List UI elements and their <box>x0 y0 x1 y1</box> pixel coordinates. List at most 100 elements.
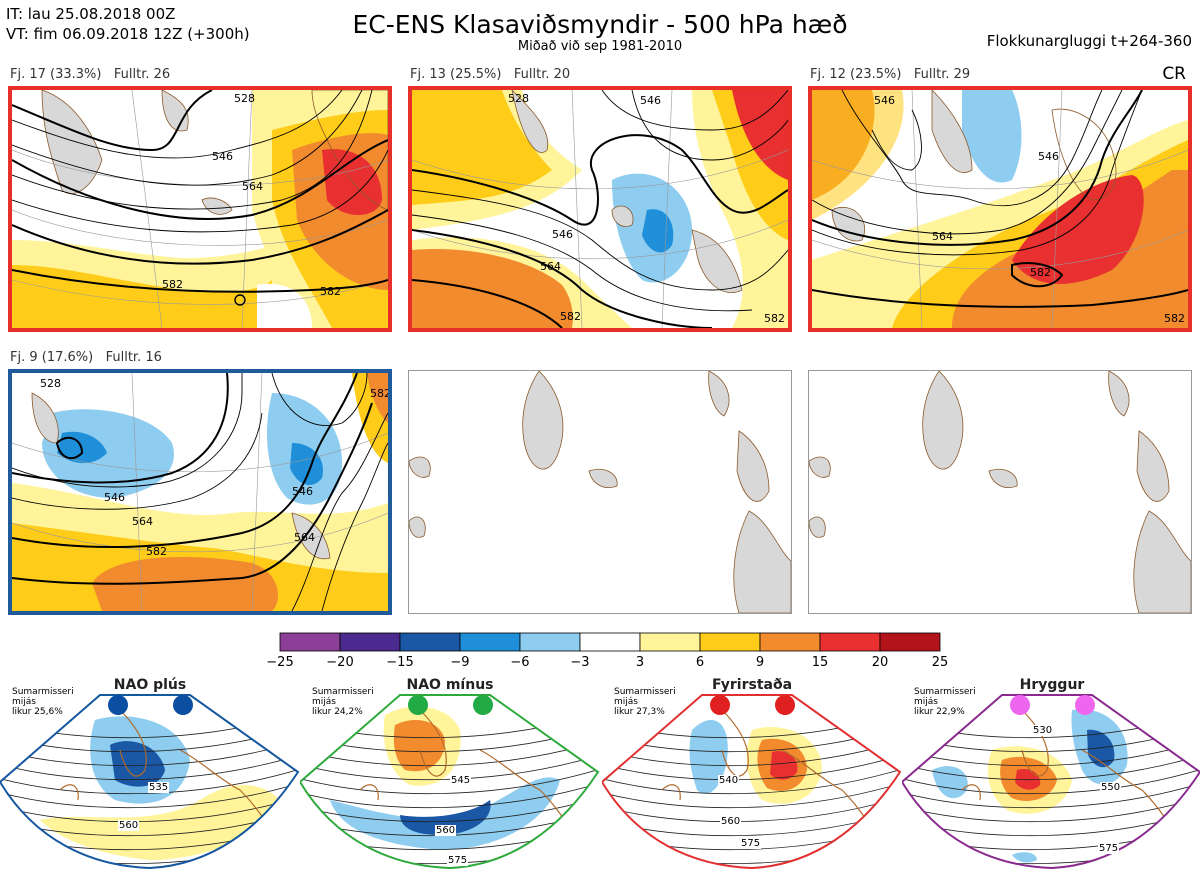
contour-label: 564 <box>294 531 315 544</box>
colorbar-tick-label: 9 <box>755 655 765 670</box>
colorbar-swatch <box>399 632 461 652</box>
contour-label: 550 <box>1100 782 1122 793</box>
regime-map <box>902 694 1200 870</box>
contour-label: 582 <box>320 285 341 298</box>
cluster-map-1: 528 546 564 582 582 <box>8 86 392 332</box>
colorbar-swatch <box>699 632 761 652</box>
panel-1-label: Fj. 17 (33.3%) Fulltr. 26 <box>10 67 171 82</box>
colorbar-tick-label: −3 <box>570 655 590 670</box>
contour-label: 546 <box>874 94 895 107</box>
contour-label: 575 <box>740 838 762 849</box>
height-contour <box>0 793 298 823</box>
contour-label: 560 <box>435 825 457 836</box>
regime-info-line: likur 27,3% <box>614 707 665 717</box>
header-times: IT: lau 25.08.2018 00Z VT: fim 06.09.201… <box>6 4 250 44</box>
regime-name: Fyrirstaða <box>711 677 793 693</box>
panel-2-label: Fj. 13 (25.5%) Fulltr. 20 <box>410 67 571 82</box>
regime-name: NAO plús <box>113 677 187 693</box>
colorbar-swatch <box>339 632 401 652</box>
contour-label: 560 <box>118 820 140 831</box>
colorbar-tick-label: −9 <box>450 655 470 670</box>
regime-map <box>0 694 300 870</box>
contour-label: 546 <box>552 228 573 241</box>
contour-label: 564 <box>242 180 263 193</box>
colorbar-swatch <box>759 632 821 652</box>
regime-panel: NAO plús Sumarmisseri mijás likur 25,6% 535 5… <box>0 677 300 871</box>
anomaly-shading <box>40 785 280 860</box>
height-contour <box>902 793 1200 823</box>
regime-info-line: likur 22,9% <box>914 707 965 717</box>
regime-marker-dot <box>1010 695 1030 715</box>
regime-panel: Fyrirstaða Sumarmisseri mijás likur 27,3% 54… <box>602 677 902 871</box>
cluster-map-3-plot <box>812 90 1188 328</box>
regime-frame <box>0 694 300 870</box>
panel-4-label: Fj. 9 (17.6%) Fulltr. 16 <box>10 350 162 365</box>
regime-name: Hryggur <box>1019 677 1085 693</box>
regime-info-line: Sumarmisseri <box>12 687 74 697</box>
regime-info: Sumarmisseri mijás likur 25,6% <box>12 687 74 717</box>
cr-label: CR <box>1162 64 1186 84</box>
classification-window: Flokkunargluggi t+264-360 <box>986 32 1192 50</box>
regime-info: Sumarmisseri mijás likur 22,9% <box>914 687 976 717</box>
contour-label: 546 <box>292 485 313 498</box>
contour-label: 582 <box>560 310 581 323</box>
page-subtitle: Miðað við sep 1981-2010 <box>517 39 683 54</box>
colorbar-tick-label: 15 <box>811 655 829 670</box>
colorbar-swatch <box>819 632 881 652</box>
colorbar-swatch <box>639 632 701 652</box>
regime-map <box>602 694 902 870</box>
contour-label: 582 <box>1030 266 1051 279</box>
height-contour <box>602 793 900 823</box>
contour-label: 546 <box>104 491 125 504</box>
height-contour <box>602 779 900 809</box>
cluster-map-5-plot <box>409 371 791 613</box>
contour-label: 535 <box>148 782 170 793</box>
anomaly-shading <box>330 777 560 850</box>
contour-label: 528 <box>40 377 61 390</box>
cluster-map-6-plot <box>809 371 1191 613</box>
colorbar-swatch <box>579 632 641 652</box>
colorbar-swatch <box>519 632 581 652</box>
regime-marker-dot <box>473 695 493 715</box>
regime-marker-dot <box>1075 695 1095 715</box>
contour-label: 564 <box>932 230 953 243</box>
anomaly-shading <box>393 720 445 772</box>
height-contour <box>0 751 298 781</box>
regime-frame <box>902 694 1200 870</box>
contour-label: 575 <box>447 855 469 866</box>
contour-label: 582 <box>146 545 167 558</box>
regime-map <box>300 694 600 870</box>
colorbar-swatch <box>279 632 341 652</box>
colorbar-swatch <box>459 632 521 652</box>
cluster-map-3: 546 546 564 582 582 <box>808 86 1192 332</box>
colorbar <box>279 632 941 652</box>
regime-info: Sumarmisseri mijás likur 24,2% <box>312 687 374 717</box>
contour-label: 582 <box>370 387 391 400</box>
colorbar-swatch <box>879 632 941 652</box>
regime-marker-dot <box>710 695 730 715</box>
cluster-map-4-plot <box>12 373 388 611</box>
regime-info-line: mijás <box>614 697 638 707</box>
regime-info-line: Sumarmisseri <box>614 687 676 697</box>
regime-panel: Hryggur Sumarmisseri mijás likur 22,9% 530 55… <box>902 677 1200 871</box>
regime-info-line: likur 25,6% <box>12 707 63 717</box>
colorbar-tick-label: 20 <box>871 655 889 670</box>
colorbar-tick-label: 25 <box>931 655 949 670</box>
page-title: EC-ENS Klasaviðsmyndir - 500 hPa hæð <box>352 10 848 39</box>
colorbar-tick-label: −6 <box>510 655 530 670</box>
colorbar-tick-label: −20 <box>326 655 354 670</box>
regime-info-line: Sumarmisseri <box>914 687 976 697</box>
height-contour <box>300 765 598 795</box>
colorbar-tick-label: −25 <box>266 655 294 670</box>
regime-info-line: Sumarmisseri <box>312 687 374 697</box>
anomaly-shading <box>110 741 165 787</box>
cluster-map-2-plot <box>412 90 788 328</box>
panel-3-label: Fj. 12 (23.5%) Fulltr. 29 <box>810 67 971 82</box>
height-contour <box>300 751 598 781</box>
cluster-map-6-empty <box>808 370 1192 614</box>
regime-marker-dot <box>108 695 128 715</box>
regime-info-line: mijás <box>914 697 938 707</box>
regime-panel: NAO mínus Sumarmisseri mijás likur 24,2% 545… <box>300 677 600 871</box>
cluster-map-2: 528 546 546 564 582 582 <box>408 86 792 332</box>
colorbar-tick-label: 6 <box>695 655 705 670</box>
